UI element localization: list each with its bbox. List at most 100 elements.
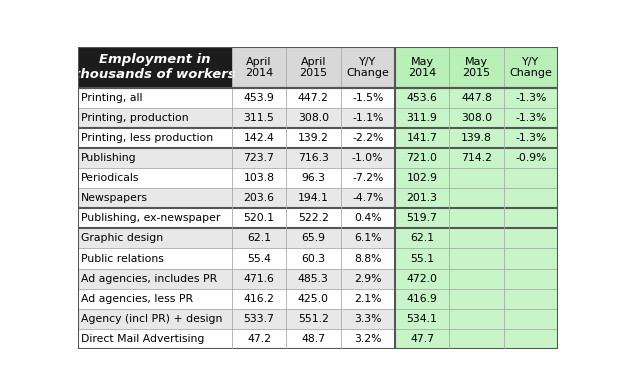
- Bar: [503, 229, 558, 249]
- Bar: [340, 229, 395, 249]
- Text: May
2015: May 2015: [463, 56, 490, 78]
- Bar: [232, 88, 286, 108]
- Text: Agency (incl PR) + design: Agency (incl PR) + design: [81, 314, 223, 324]
- Bar: [340, 108, 395, 128]
- Bar: [286, 229, 340, 249]
- Text: 308.0: 308.0: [461, 113, 492, 123]
- Bar: [232, 188, 286, 208]
- Bar: [78, 269, 232, 289]
- Text: -7.2%: -7.2%: [352, 173, 383, 183]
- Text: 3.3%: 3.3%: [354, 314, 381, 324]
- Bar: [340, 309, 395, 329]
- Text: 194.1: 194.1: [298, 193, 329, 203]
- Text: Publishing: Publishing: [81, 153, 137, 163]
- Bar: [78, 289, 232, 309]
- Bar: [395, 329, 450, 349]
- Bar: [340, 88, 395, 108]
- Text: 96.3: 96.3: [301, 173, 326, 183]
- Bar: [232, 108, 286, 128]
- Text: 453.6: 453.6: [407, 93, 438, 103]
- Text: 141.7: 141.7: [407, 133, 438, 143]
- Text: 308.0: 308.0: [298, 113, 329, 123]
- Text: 522.2: 522.2: [298, 213, 329, 223]
- Text: 416.2: 416.2: [244, 294, 275, 304]
- Text: Publishing, ex-newspaper: Publishing, ex-newspaper: [81, 213, 221, 223]
- Bar: [450, 329, 503, 349]
- Bar: [450, 88, 503, 108]
- Bar: [232, 249, 286, 269]
- Text: 425.0: 425.0: [298, 294, 329, 304]
- Bar: [78, 229, 232, 249]
- Text: -1.1%: -1.1%: [352, 113, 383, 123]
- Bar: [503, 148, 558, 168]
- Bar: [395, 229, 450, 249]
- Bar: [286, 208, 340, 229]
- Text: 551.2: 551.2: [298, 314, 329, 324]
- Bar: [503, 108, 558, 128]
- Bar: [503, 249, 558, 269]
- Bar: [503, 329, 558, 349]
- Bar: [395, 168, 450, 188]
- Bar: [395, 269, 450, 289]
- Bar: [450, 249, 503, 269]
- Bar: [503, 208, 558, 229]
- Bar: [232, 229, 286, 249]
- Text: 55.1: 55.1: [410, 254, 434, 263]
- Text: 65.9: 65.9: [301, 233, 326, 243]
- Text: Printing, all: Printing, all: [81, 93, 143, 103]
- Bar: [450, 188, 503, 208]
- Text: Newspapers: Newspapers: [81, 193, 148, 203]
- Bar: [503, 309, 558, 329]
- Text: Direct Mail Advertising: Direct Mail Advertising: [81, 334, 205, 344]
- Text: Printing, less production: Printing, less production: [81, 133, 213, 143]
- Bar: [503, 188, 558, 208]
- Text: 519.7: 519.7: [407, 213, 438, 223]
- Text: April
2014: April 2014: [245, 56, 273, 78]
- Text: 60.3: 60.3: [301, 254, 326, 263]
- Bar: [450, 309, 503, 329]
- Bar: [286, 148, 340, 168]
- Text: 471.6: 471.6: [244, 274, 275, 283]
- Bar: [232, 128, 286, 148]
- Text: -1.5%: -1.5%: [352, 93, 383, 103]
- Bar: [286, 188, 340, 208]
- Bar: [503, 128, 558, 148]
- Text: Y/Y
Change: Y/Y Change: [510, 56, 552, 78]
- Bar: [450, 128, 503, 148]
- Bar: [78, 88, 232, 108]
- Bar: [340, 148, 395, 168]
- Text: 721.0: 721.0: [407, 153, 438, 163]
- Text: 714.2: 714.2: [461, 153, 492, 163]
- Text: -0.9%: -0.9%: [515, 153, 547, 163]
- Text: 311.5: 311.5: [244, 113, 275, 123]
- Text: -2.2%: -2.2%: [352, 133, 383, 143]
- Text: Employment in
thousands of workers: Employment in thousands of workers: [74, 53, 236, 82]
- Bar: [78, 128, 232, 148]
- Text: 102.9: 102.9: [407, 173, 438, 183]
- Bar: [340, 329, 395, 349]
- Text: 139.2: 139.2: [298, 133, 329, 143]
- Text: -1.3%: -1.3%: [515, 113, 546, 123]
- Bar: [232, 269, 286, 289]
- Text: -1.0%: -1.0%: [352, 153, 383, 163]
- Bar: [78, 309, 232, 329]
- Text: 416.9: 416.9: [407, 294, 438, 304]
- Bar: [78, 168, 232, 188]
- Text: 534.1: 534.1: [407, 314, 438, 324]
- Bar: [395, 289, 450, 309]
- Bar: [395, 128, 450, 148]
- Bar: [395, 208, 450, 229]
- Text: 139.8: 139.8: [461, 133, 492, 143]
- Text: 103.8: 103.8: [244, 173, 275, 183]
- Text: Ad agencies, includes PR: Ad agencies, includes PR: [81, 274, 218, 283]
- Bar: [232, 289, 286, 309]
- Text: Graphic design: Graphic design: [81, 233, 164, 243]
- Bar: [286, 269, 340, 289]
- Bar: [340, 269, 395, 289]
- Text: -1.3%: -1.3%: [515, 93, 546, 103]
- Text: 472.0: 472.0: [407, 274, 438, 283]
- Text: 142.4: 142.4: [244, 133, 275, 143]
- Bar: [286, 309, 340, 329]
- Text: 0.4%: 0.4%: [354, 213, 381, 223]
- Text: 447.8: 447.8: [461, 93, 492, 103]
